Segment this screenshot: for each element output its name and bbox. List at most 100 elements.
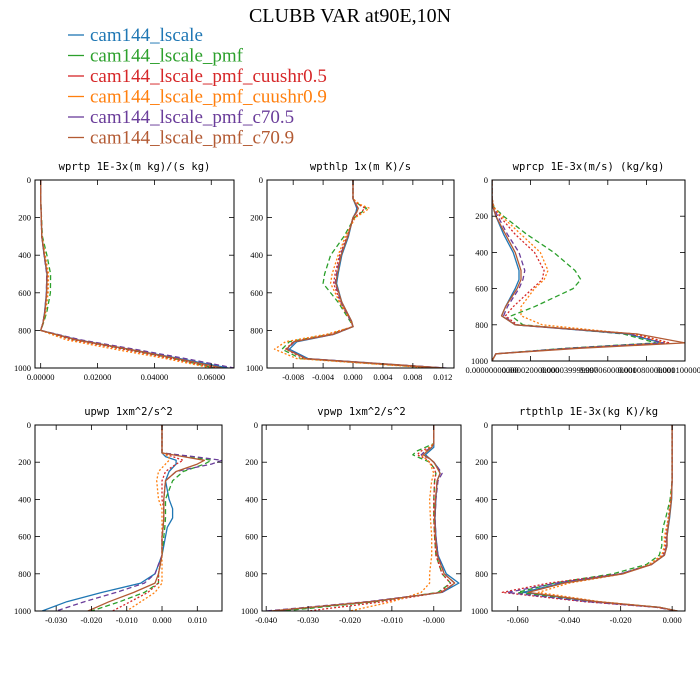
panel-title: wprtp 1E-3x(m kg)/(s kg) [59,161,211,173]
series-group [266,425,460,611]
y-tick-label: 400 [18,250,31,260]
series-line [527,425,678,611]
x-tick-label: 0.000039999997 [541,365,598,375]
series-line [492,180,657,361]
series-line [308,425,452,611]
series-line [91,425,213,611]
series-group [40,180,234,368]
y-tick-label: 400 [250,250,263,260]
y-tick-label: 200 [18,213,31,223]
y-tick-label: 200 [475,457,488,467]
legend-item: cam144_lscale_pmf_cuushr0.9 [68,87,327,108]
y-tick-label: 800 [18,569,31,579]
series-line [266,425,456,611]
series-line [41,425,177,611]
series-line [40,180,215,368]
x-tick-label: -0.020 [610,615,632,625]
series-line [270,425,456,611]
y-tick-label: 0 [484,175,488,185]
legend-item: cam144_lscale_pmf_c70.5 [68,107,294,128]
y-tick-label: 1000 [471,356,488,366]
y-tick-label: 1000 [471,606,488,616]
x-tick-label: 0.000 [663,615,682,625]
x-tick-label: -0.008 [282,372,304,382]
x-tick-label: 0.00000000000 [465,365,518,375]
series-line [517,425,678,611]
chart-panel: rtpthlp 1E-3x(kg K)/kg 0 200 400 600 800 1000 -… [471,406,686,625]
y-tick-label: 600 [475,284,488,294]
y-tick-label: 0 [259,175,263,185]
x-tick-label: 0.012 [433,372,452,382]
x-tick-label: 0.008 [403,372,422,382]
series-line [281,180,436,368]
x-tick-label: -0.000 [423,615,445,625]
x-tick-label: -0.040 [255,615,277,625]
y-tick-label: 1000 [241,606,258,616]
series-line [501,425,678,611]
y-tick-label: 0 [27,420,31,430]
panel-title: vpwp 1xm^2/s^2 [317,406,406,418]
x-tick-label: 0.000 [152,615,171,625]
series-group [492,180,685,361]
series-group [501,425,678,611]
y-tick-label: 1000 [14,606,31,616]
series-line [506,425,678,611]
series-line [126,425,170,611]
y-tick-label: 400 [245,494,258,504]
y-tick-label: 200 [245,457,258,467]
x-tick-label: 0.000080000001 [618,365,675,375]
x-tick-label: -0.010 [381,615,403,625]
series-line [285,180,445,368]
y-tick-label: 0 [254,420,258,430]
plot-frame [34,179,235,369]
chart-panel: wprtp 1E-3x(m kg)/(s kg) 0 200 400 600 800 100… [14,161,235,382]
panels: wprtp 1E-3x(m kg)/(s kg) 0 200 400 600 800 100… [14,161,700,625]
legend-label: cam144_lscale [90,25,203,46]
y-tick-label: 400 [475,247,488,257]
series-line [40,180,212,368]
chart-panel: upwp 1xm^2/s^2 0 200 400 600 800 1000 -0.030 -0.… [14,406,223,625]
y-tick-label: 200 [250,213,263,223]
plot-frame [491,424,686,612]
series-line [87,425,206,611]
y-tick-label: 600 [18,532,31,542]
x-tick-label: 0.000020000000 [502,365,559,375]
plot-frame [261,424,462,612]
series-line [274,425,460,611]
panel-title: rtpthlp 1E-3x(kg K)/kg [519,406,658,418]
y-tick-label: 0 [484,420,488,430]
y-tick-label: 400 [475,494,488,504]
series-line [492,180,685,361]
x-tick-label: 0.06000 [197,372,225,382]
x-tick-label: -0.020 [339,615,361,625]
series-line [273,180,432,368]
panel-title: upwp 1xm^2/s^2 [84,406,173,418]
y-tick-label: 600 [245,532,258,542]
plot-frame [266,179,455,369]
y-tick-label: 600 [250,288,263,298]
legend-label: cam144_lscale_pmf_c70.9 [90,128,294,149]
series-line [492,180,665,361]
series-group [273,180,447,368]
y-tick-label: 800 [475,320,488,330]
legend-item: cam144_lscale_pmf [68,46,244,67]
x-tick-label: 0.000 [343,372,362,382]
series-line [349,425,435,611]
plot-frame [491,179,686,362]
series-line [40,180,234,368]
x-tick-label: -0.020 [80,615,102,625]
y-tick-label: 800 [250,325,263,335]
y-tick-label: 0 [27,175,31,185]
x-tick-label: 0.02000 [84,372,112,382]
y-tick-label: 200 [475,211,488,221]
y-tick-label: 800 [245,569,258,579]
y-tick-label: 800 [475,569,488,579]
y-tick-label: 1000 [14,363,31,373]
chart-panel: vpwp 1xm^2/s^2 0 200 400 600 800 1000-0.040 -0.… [241,406,462,625]
x-tick-label: -0.030 [297,615,319,625]
y-tick-label: 600 [475,532,488,542]
x-tick-label: -0.060 [507,615,529,625]
series-line [288,180,443,368]
